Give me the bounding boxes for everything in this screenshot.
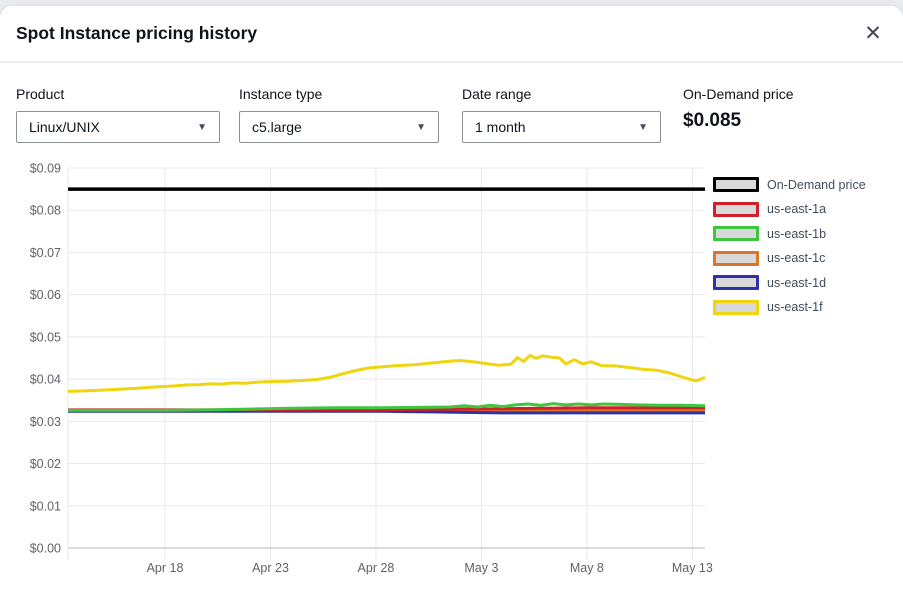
product-label: Product: [16, 86, 65, 102]
legend-label: On-Demand price: [767, 177, 866, 192]
date-range-select[interactable]: 1 month ▼: [462, 111, 661, 143]
y-axis-tick-label: $0.02: [30, 457, 61, 471]
date-range-label: Date range: [462, 86, 532, 102]
y-axis-tick-label: $0.05: [30, 330, 61, 344]
series-line-us-east-1a: [68, 406, 705, 412]
legend-item[interactable]: us-east-1b: [713, 226, 866, 241]
y-axis-tick-label: $0.00: [30, 542, 61, 556]
y-axis-tick-label: $0.08: [30, 204, 61, 218]
date-range-select-value: 1 month: [475, 119, 526, 135]
y-axis-tick-label: $0.01: [30, 499, 61, 513]
series-line-us-east-1f: [67, 354, 706, 393]
caret-down-icon: ▼: [197, 121, 207, 133]
on-demand-price-label: On-Demand price: [683, 86, 794, 102]
dialog-title: Spot Instance pricing history: [16, 23, 258, 43]
y-axis-tick-label: $0.04: [30, 373, 61, 387]
caret-down-icon: ▼: [416, 121, 426, 133]
close-icon: ✕: [864, 22, 882, 45]
product-field: Product Linux/UNIX ▼: [16, 85, 220, 143]
legend-label: us-east-1b: [767, 226, 827, 241]
instance-type-select[interactable]: c5.large ▼: [239, 111, 439, 143]
pricing-chart: Apr 18 Apr 23 Apr 28 May 3 May 8 May 13 $0.00 $…: [30, 162, 713, 576]
y-axis-tick-label: $0.09: [30, 162, 61, 176]
legend-swatch-icon: [713, 201, 759, 217]
spot-pricing-dialog: Spot Instance pricing history ✕ Product …: [0, 6, 903, 600]
legend-label: us-east-1c: [767, 251, 826, 265]
x-axis-tick-label: Apr 23: [252, 561, 289, 575]
legend-item[interactable]: us-east-1a: [713, 201, 866, 217]
instance-type-label: Instance type: [239, 86, 323, 102]
dialog-header: Spot Instance pricing history ✕: [0, 6, 903, 63]
legend-item[interactable]: us-east-1f: [713, 299, 866, 315]
x-axis-tick-label: May 13: [672, 561, 713, 575]
legend-label: us-east-1f: [767, 300, 823, 314]
y-axis-tick-label: $0.06: [30, 288, 61, 302]
y-axis-tick-label: $0.03: [30, 415, 61, 429]
chart-legend: On-Demand price us-east-1a us-east-1b us-ea…: [713, 177, 866, 324]
legend-item[interactable]: us-east-1c: [713, 250, 866, 266]
legend-swatch-icon: [713, 299, 759, 315]
on-demand-price-field: On-Demand price $0.085: [683, 85, 893, 132]
legend-swatch-icon: [713, 226, 759, 241]
legend-label: us-east-1d: [767, 275, 827, 290]
y-axis-tick-label: $0.07: [30, 246, 61, 260]
x-axis-tick-label: May 3: [464, 561, 498, 575]
legend-swatch-icon: [713, 250, 759, 266]
on-demand-price-value: $0.085: [683, 110, 742, 131]
series-line-us-east-1b: [68, 402, 706, 412]
legend-swatch-icon: [713, 177, 759, 192]
instance-type-field: Instance type c5.large ▼: [239, 85, 439, 143]
legend-swatch-icon: [713, 275, 759, 290]
product-select-value: Linux/UNIX: [29, 119, 100, 135]
x-axis-tick-label: Apr 28: [358, 561, 395, 575]
legend-item[interactable]: On-Demand price: [713, 177, 866, 192]
x-axis-tick-label: May 8: [570, 561, 604, 575]
instance-type-select-value: c5.large: [252, 119, 302, 135]
close-button[interactable]: ✕: [858, 19, 888, 49]
product-select[interactable]: Linux/UNIX ▼: [16, 111, 220, 143]
legend-item[interactable]: us-east-1d: [713, 275, 866, 290]
caret-down-icon: ▼: [638, 121, 648, 133]
x-axis-tick-label: Apr 18: [147, 561, 184, 575]
legend-label: us-east-1a: [767, 202, 827, 216]
date-range-field: Date range 1 month ▼: [462, 85, 661, 143]
